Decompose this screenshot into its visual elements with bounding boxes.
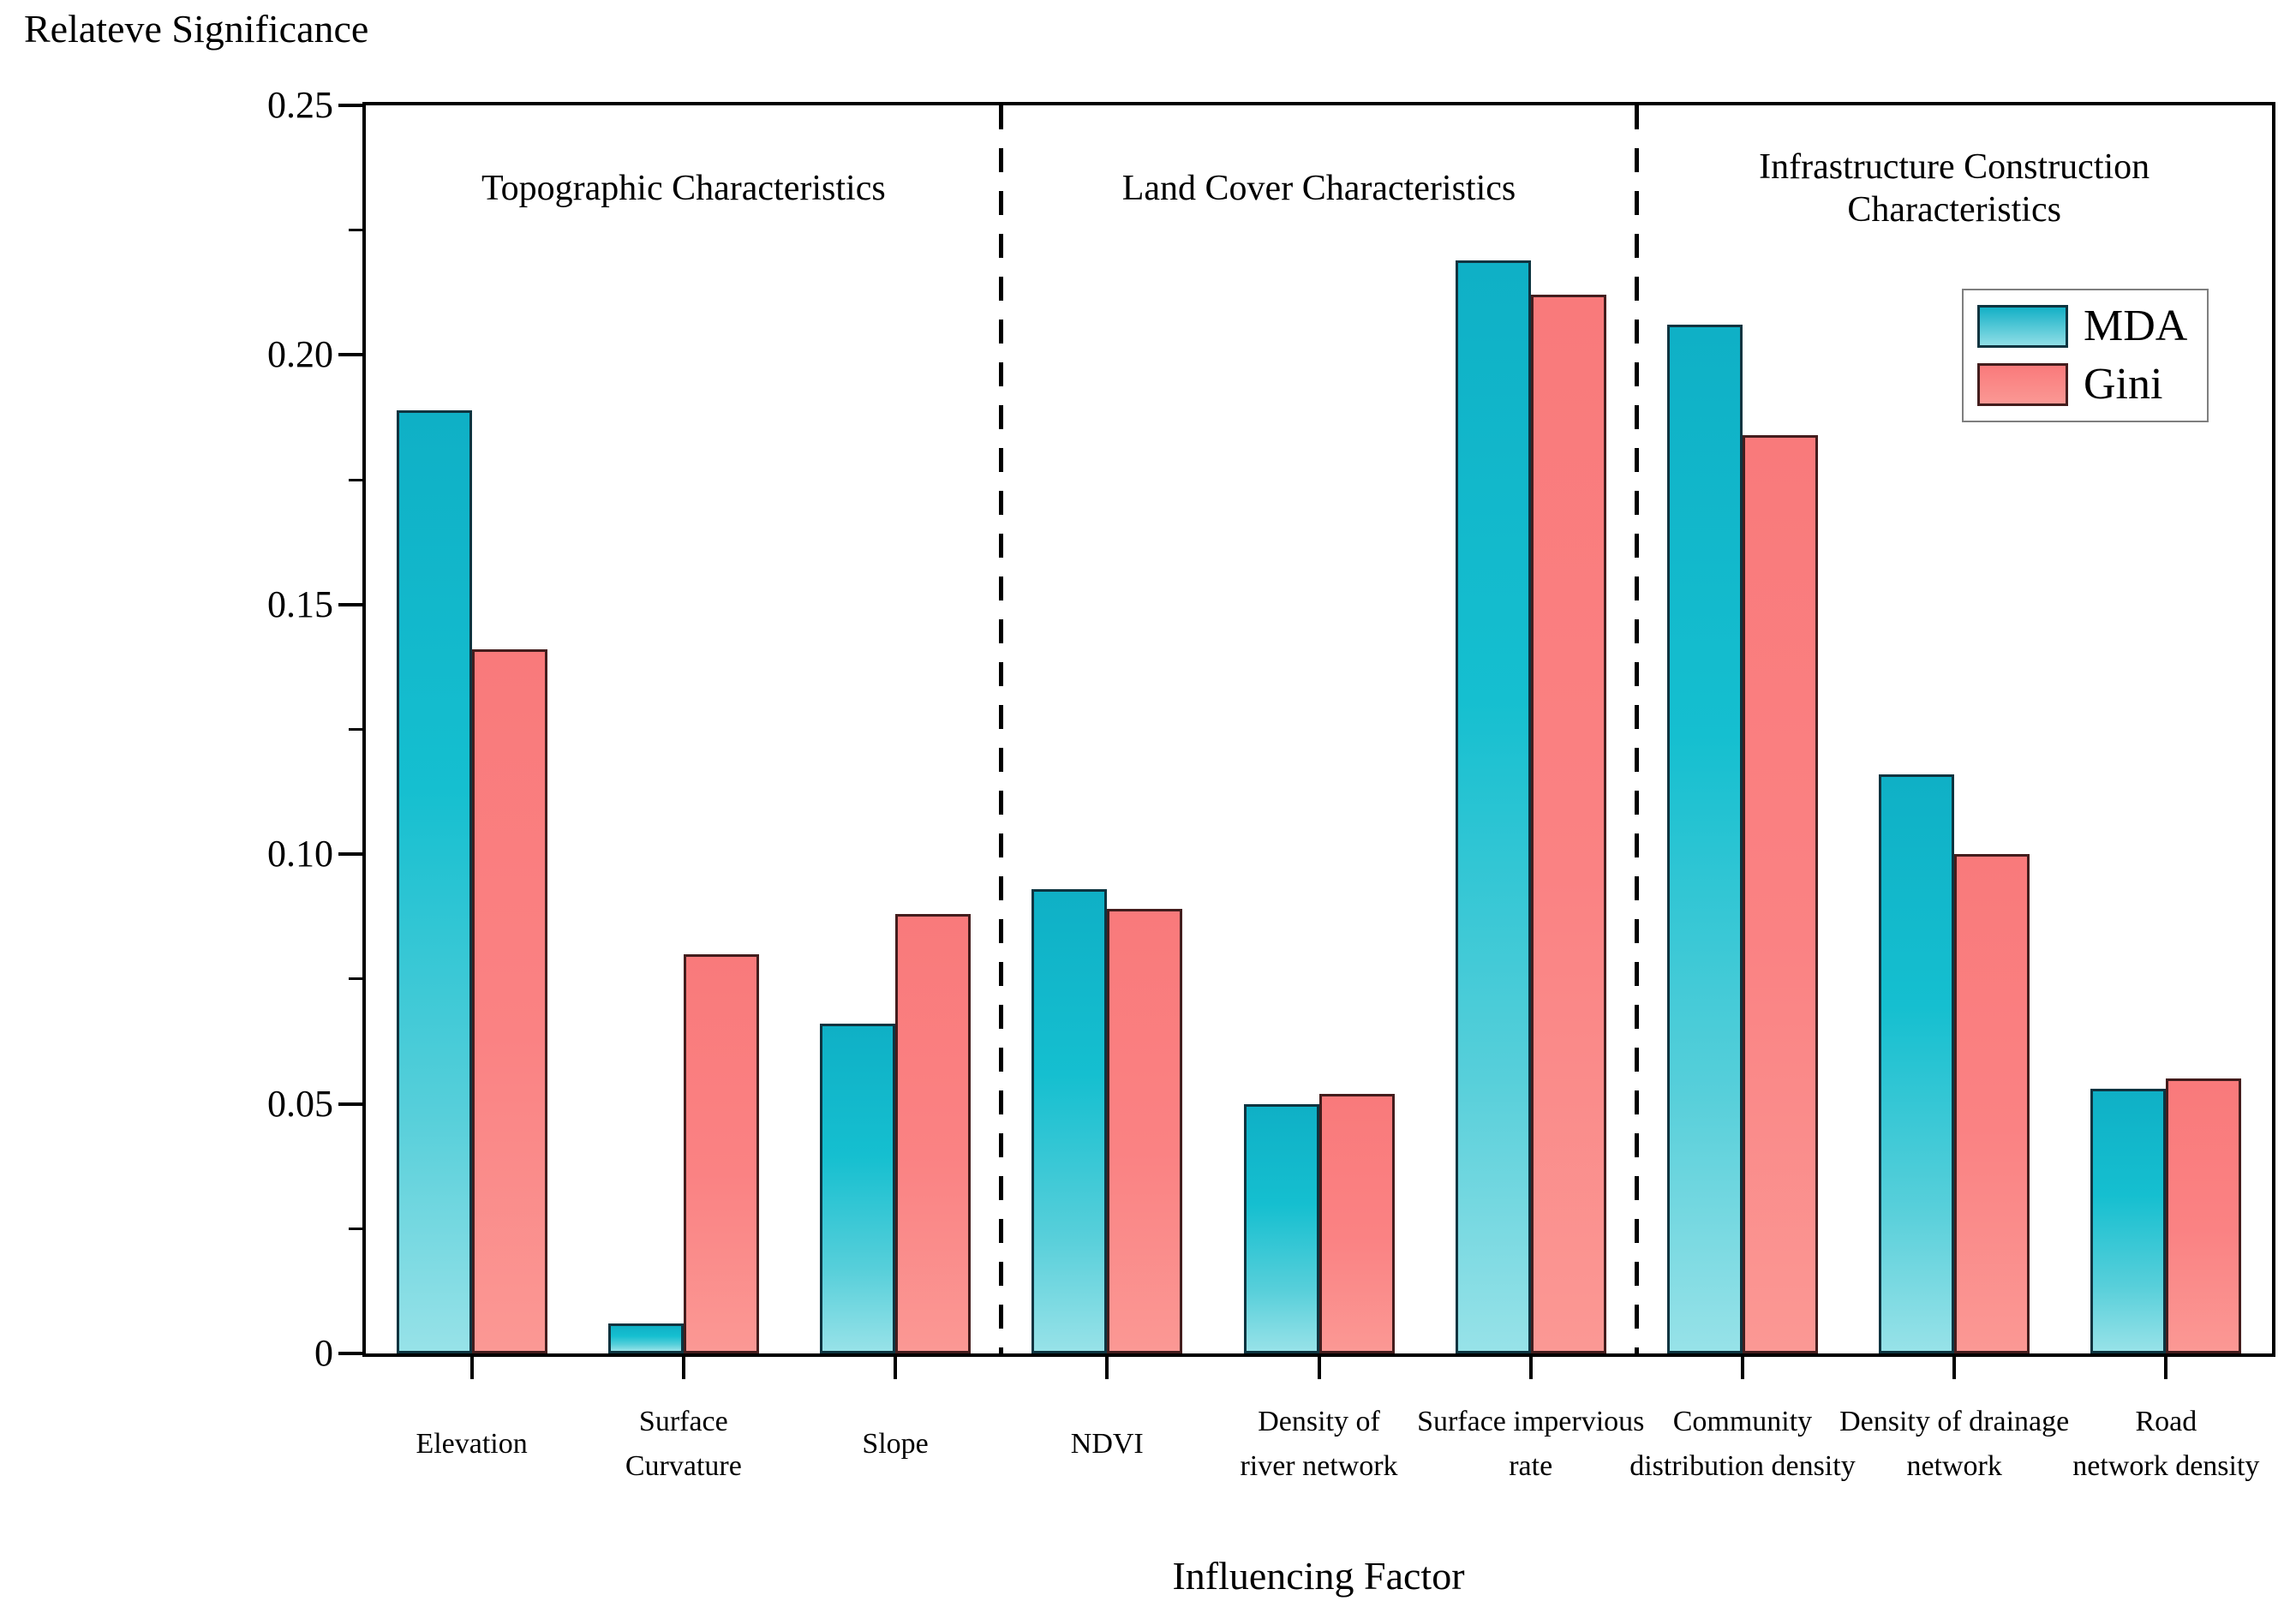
category-label-road-network-density: Road network density <box>2072 1406 2260 1482</box>
bar-mda-surface-curvature <box>607 1323 684 1353</box>
category-label-density-of-drainage-network: Density of drainage network <box>1839 1406 2070 1482</box>
y-tick-label-0.25: 0.25 <box>267 84 333 126</box>
legend-label-gini: Gini <box>2084 360 2163 409</box>
legend-item-gini: Gini <box>1977 361 2193 409</box>
y-minor-tick <box>349 478 362 481</box>
plot-area: Topographic Characteristics Land Cover Ch… <box>267 84 2275 1482</box>
section-title-land-cover-characteristics: Land Cover Characteristics <box>1121 169 1516 208</box>
y-minor-tick <box>349 1227 362 1230</box>
y-tick-0.05 <box>338 1102 362 1106</box>
legend-rows: MDA Gini <box>1977 302 2193 409</box>
bar-gini-elevation <box>471 649 547 1353</box>
y-tick-label-0: 0 <box>314 1332 333 1374</box>
legend-swatch-gini-icon <box>1977 363 2068 406</box>
bar-mda-surface-impervious-rate <box>1455 260 1531 1353</box>
category-label-density-of-river-network: Density of river network <box>1240 1406 1398 1482</box>
x-tick-slope <box>894 1357 898 1379</box>
bar-gini-density-of-river-network <box>1318 1093 1395 1353</box>
section-separator-1 <box>999 105 1004 1353</box>
y-minor-tick <box>349 977 362 981</box>
bar-mda-ndvi <box>1031 889 1108 1353</box>
x-tick-density-of-river-network <box>1317 1357 1321 1379</box>
x-axis-title: Influencing Factor <box>1172 1554 1465 1598</box>
category-label-surface-curvature: Surface Curvature <box>625 1406 742 1482</box>
bar-mda-density-of-drainage-network <box>1879 774 1955 1353</box>
x-tick-community-distribution-density <box>1740 1357 1744 1379</box>
y-axis-title: Relateve Significance <box>24 7 369 51</box>
category-label-ndvi: NDVI <box>1070 1428 1144 1460</box>
section-separator-2 <box>1634 105 1639 1353</box>
y-tick-0.25 <box>338 104 362 107</box>
legend-box: MDA Gini <box>1962 289 2209 422</box>
bar-mda-elevation <box>396 409 472 1353</box>
bar-gini-density-of-drainage-network <box>1954 854 2030 1353</box>
x-tick-road-network-density <box>2164 1357 2168 1379</box>
x-tick-density-of-drainage-network <box>1952 1357 1957 1379</box>
section-title-infrastructure-construction-characteristics: Infrastructure Construction Characteristi… <box>1759 147 2150 230</box>
bar-gini-surface-curvature <box>683 953 759 1353</box>
y-tick-label-0.15: 0.15 <box>267 582 333 625</box>
y-tick-0.20 <box>338 353 362 357</box>
y-minor-tick <box>349 728 362 731</box>
bar-mda-community-distribution-density <box>1666 325 1743 1353</box>
bar-gini-road-network-density <box>2166 1078 2242 1353</box>
bar-mda-slope <box>820 1024 896 1353</box>
y-tick-label-0.10: 0.10 <box>267 833 333 875</box>
y-tick-0.15 <box>338 602 362 606</box>
category-label-community-distribution-density: Community distribution density <box>1629 1406 1856 1482</box>
legend-label-mda: MDA <box>2084 302 2188 350</box>
y-tick-label-0.05: 0.05 <box>267 1082 333 1125</box>
bar-gini-community-distribution-density <box>1742 434 1818 1353</box>
x-tick-elevation <box>469 1357 474 1379</box>
category-label-slope: Slope <box>862 1428 929 1460</box>
category-label-surface-impervious-rate: Surface impervious rate <box>1417 1406 1645 1482</box>
bar-mda-road-network-density <box>2090 1089 2167 1353</box>
x-tick-surface-impervious-rate <box>1528 1357 1533 1379</box>
section-title-topographic-characteristics: Topographic Characteristics <box>481 169 886 208</box>
legend-item-mda: MDA <box>1977 302 2193 350</box>
y-minor-tick <box>349 229 362 232</box>
x-tick-surface-curvature <box>681 1357 685 1379</box>
y-tick-0.10 <box>338 852 362 857</box>
y-tick-0 <box>338 1352 362 1355</box>
bar-gini-surface-impervious-rate <box>1530 295 1606 1353</box>
x-tick-ndvi <box>1105 1357 1109 1379</box>
bar-gini-slope <box>895 914 972 1353</box>
bar-gini-ndvi <box>1107 909 1183 1353</box>
y-tick-label-0.20: 0.20 <box>267 333 333 376</box>
legend-swatch-mda-icon <box>1977 305 2068 348</box>
bar-mda-density-of-river-network <box>1243 1103 1319 1353</box>
category-label-elevation: Elevation <box>416 1428 528 1460</box>
